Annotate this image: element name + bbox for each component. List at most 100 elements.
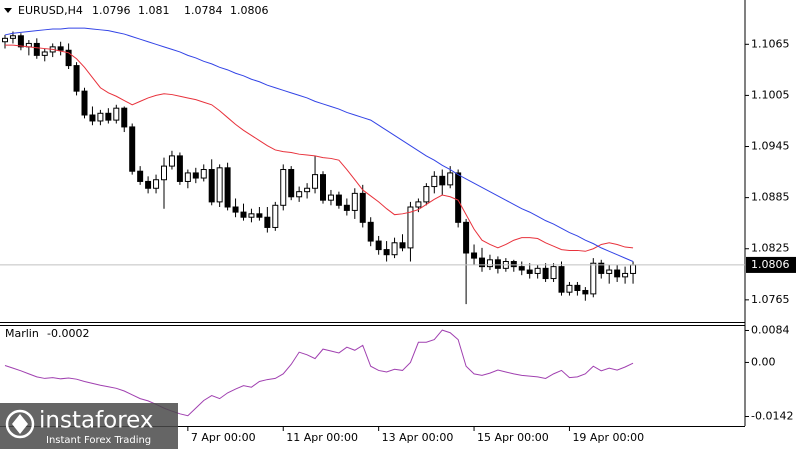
candle-body: [33, 42, 40, 56]
current-price-box: [746, 256, 796, 273]
candle-body: [264, 216, 271, 228]
y-tick-label: 1.1065: [751, 37, 790, 50]
candle-body: [431, 175, 438, 188]
candle-body: [542, 267, 549, 280]
y-tick-label: -0.0142: [751, 409, 793, 422]
chart-title: EURUSD,H4: [18, 4, 83, 17]
header-low: 1.0784: [184, 4, 223, 17]
x-tick-label: 15 Apr 00:00: [477, 431, 549, 444]
header: EURUSD,H4 1.0796 1.081 1.0784 1.0806: [18, 4, 269, 17]
candle-body: [17, 35, 24, 48]
candle-body: [2, 37, 8, 43]
watermark-brand: instaforex: [39, 408, 154, 434]
candle-body: [447, 172, 454, 186]
candle-body: [359, 192, 366, 223]
header-close: 1.0806: [230, 4, 269, 17]
y-tick-label: 1.0825: [751, 242, 790, 255]
candle-body: [73, 65, 80, 92]
candle-body: [200, 169, 207, 179]
candle-body: [486, 259, 493, 268]
moving-average: [5, 44, 634, 252]
candle-body: [526, 269, 533, 274]
candle-body: [184, 172, 191, 182]
candle-body: [518, 266, 525, 271]
candle-body: [137, 170, 144, 182]
candle-body: [145, 180, 152, 189]
candle-body: [129, 126, 136, 172]
y-tick-label: 0.0084: [751, 323, 790, 336]
candle-body: [582, 289, 589, 295]
candle-body: [606, 269, 613, 274]
candle-body: [335, 194, 342, 206]
x-tick-label: 11 Apr 00:00: [286, 431, 358, 444]
candle-body: [614, 269, 621, 278]
candle-body: [320, 174, 326, 201]
candle-body: [343, 204, 350, 211]
candle-body: [41, 51, 48, 56]
candle-body: [415, 201, 422, 208]
candle-body: [9, 35, 16, 39]
y-tick-label: 1.0945: [751, 140, 790, 153]
candle-body: [327, 194, 334, 201]
indicator-name: Marlin: [5, 327, 39, 340]
candle-body: [161, 165, 167, 181]
candle-body: [57, 46, 64, 51]
candle-body: [375, 240, 382, 251]
candle-body: [232, 206, 239, 213]
candle-body: [168, 155, 175, 167]
candle-body: [121, 107, 128, 128]
candle-body: [351, 192, 358, 211]
marks: 1.0765 1.0825 1.0885 1.0945 1.1005 1.1065 1.08…: [0, 27, 796, 444]
candle-body: [113, 107, 120, 121]
candle-body: [153, 179, 160, 189]
moving-average: [4, 27, 634, 262]
x-tick-label: 7 Apr 00:00: [191, 431, 256, 444]
candle-body: [558, 266, 565, 293]
candle-body: [280, 169, 287, 206]
watermark-logo: [12, 414, 28, 434]
current-price-label: 1.0806: [751, 258, 790, 271]
candle-body: [622, 272, 629, 278]
watermark-tagline: Instant Forex Trading: [46, 435, 151, 446]
candle-body: [439, 175, 446, 186]
candle-body: [399, 242, 406, 249]
candle-body: [240, 211, 247, 218]
candle-body: [256, 213, 263, 218]
candle-body: [81, 90, 88, 116]
candle-body: [463, 221, 470, 254]
candle-body: [288, 169, 295, 198]
indicator-value: -0.0002: [47, 327, 89, 340]
candle-body: [208, 169, 215, 203]
menu-triangle: [4, 8, 12, 13]
candle-body: [312, 174, 319, 189]
y-tick-label: 0.00: [751, 355, 776, 368]
candle-body: [65, 49, 72, 67]
y-tick-label: 1.0885: [751, 191, 790, 204]
candle-body: [598, 262, 605, 274]
watermark-box: [0, 403, 178, 449]
candle-body: [590, 262, 597, 295]
candle-body: [367, 221, 374, 242]
candle-body: [176, 155, 183, 182]
candle-body: [510, 261, 517, 268]
candle-body: [383, 249, 390, 256]
candle-body: [272, 204, 279, 228]
candle-body: [574, 284, 581, 291]
candle-body: [471, 252, 478, 259]
x-tick-label: 13 Apr 00:00: [382, 431, 454, 444]
candle-body: [296, 191, 303, 198]
x-tick-label: 19 Apr 00:00: [572, 431, 644, 444]
watermark: instaforex Instant Forex Trading: [0, 403, 178, 449]
candle-body: [391, 242, 398, 256]
y-tick-label: 1.0765: [751, 293, 790, 306]
candle-body: [97, 112, 104, 122]
y-tick-label: 1.1005: [751, 88, 790, 101]
candle-body: [248, 213, 255, 218]
candle-body: [407, 206, 414, 249]
header-high: 1.081: [138, 4, 170, 17]
candle-body: [423, 186, 430, 203]
indicator-line: [4, 329, 634, 417]
candle-body: [550, 266, 557, 280]
candle-body: [494, 259, 501, 269]
